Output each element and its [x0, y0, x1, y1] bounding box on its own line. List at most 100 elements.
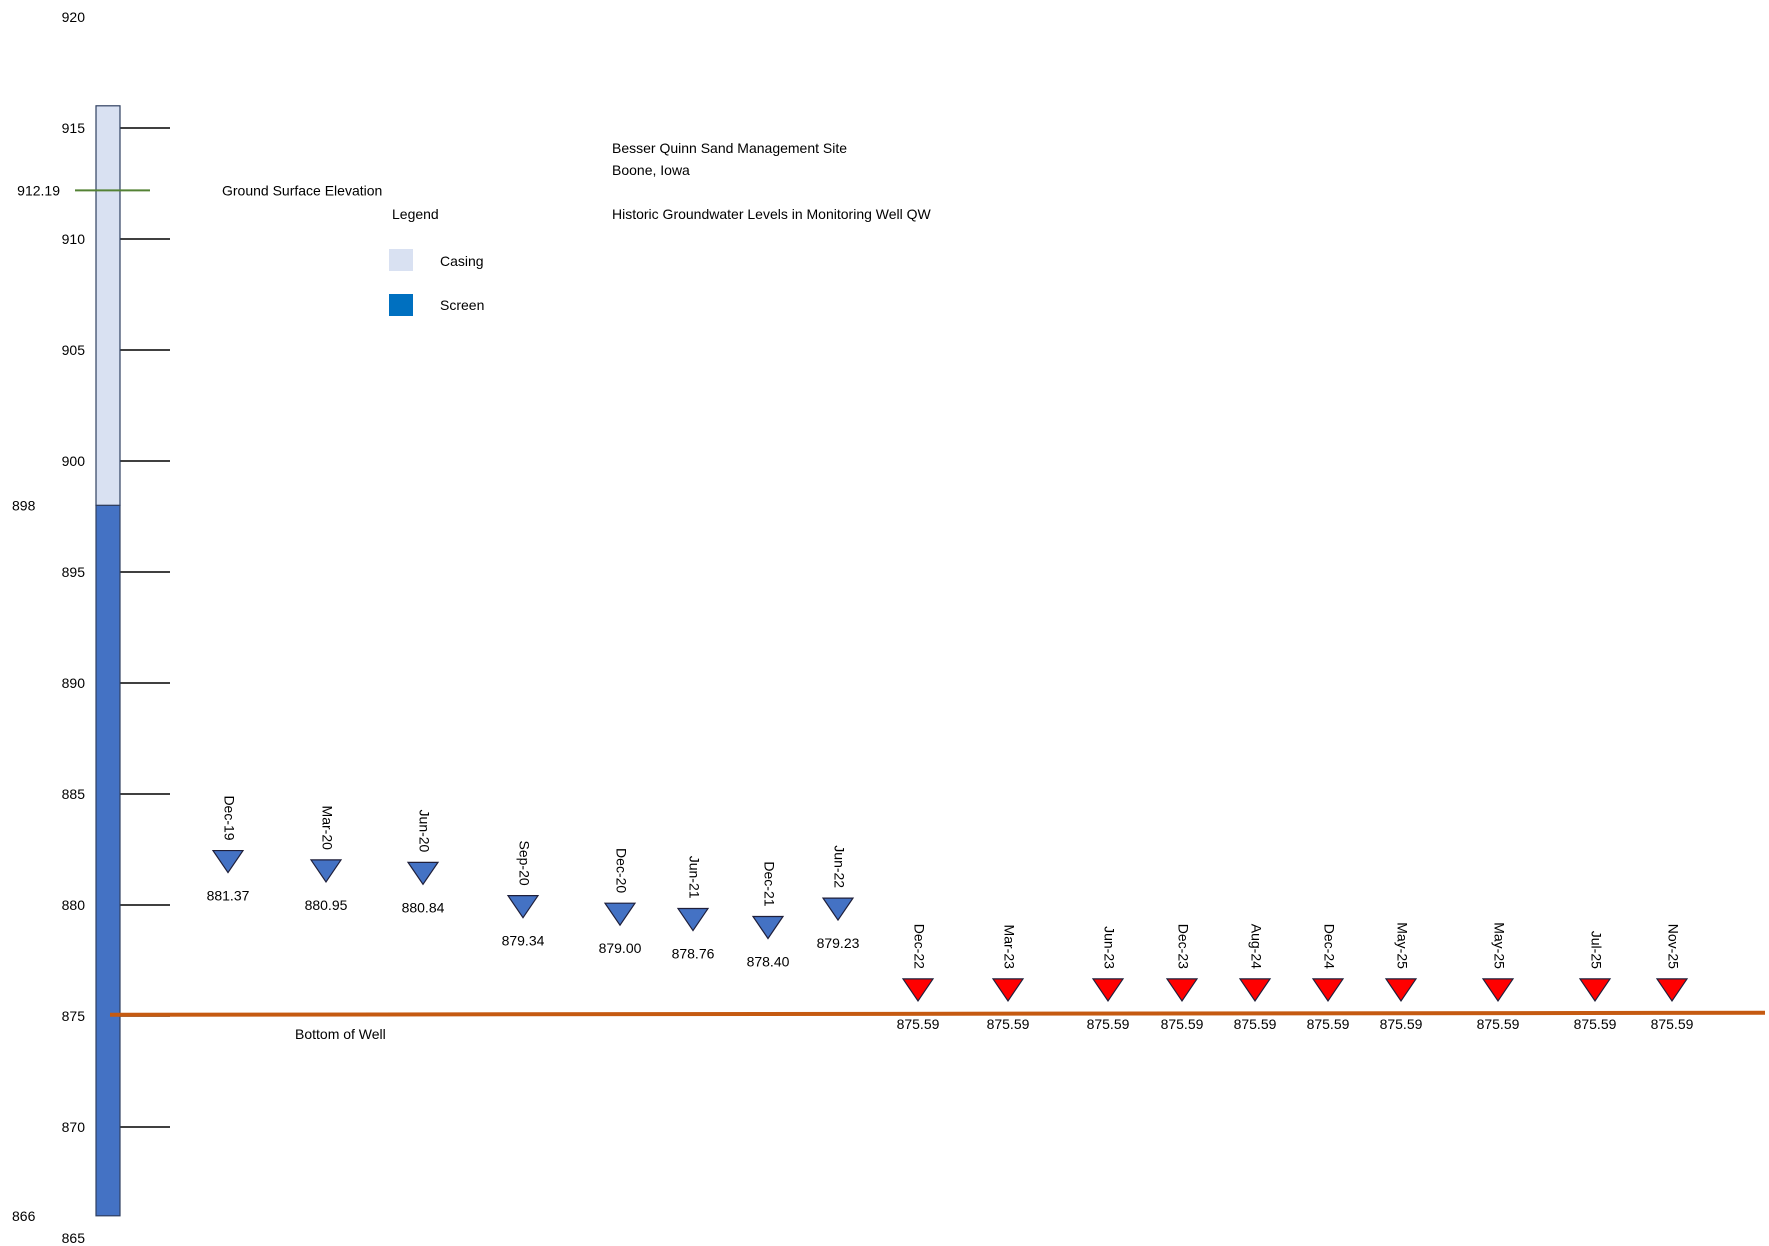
water-level-marker: Nov-25 875.59 [1651, 924, 1694, 1032]
inverted-triangle-icon [751, 915, 785, 940]
screen-top-elevation-label: 898 [12, 497, 36, 513]
elevation-tick-label: 885 [62, 786, 86, 802]
bottom-of-well-line [109, 1010, 1766, 1017]
legend-label-screen: Screen [440, 297, 484, 313]
water-level-marker: Jun-23 875.59 [1087, 926, 1130, 1032]
measurement-date-label: May-25 [1491, 922, 1507, 969]
measurement-date-label: Jun-22 [831, 845, 847, 888]
elevation-tick-label: 890 [62, 675, 86, 691]
measurement-date-label: Jul-25 [1588, 931, 1604, 969]
legend: Legend Casing Screen [389, 206, 484, 316]
water-level-value-label: 878.76 [672, 946, 715, 962]
inverted-triangle-icon [1311, 978, 1345, 1002]
legend-label-casing: Casing [440, 253, 484, 269]
water-level-value-label: 875.59 [1234, 1016, 1277, 1032]
elevation-tick-label: 915 [62, 120, 86, 136]
elevation-tick-label: 865 [62, 1230, 86, 1246]
inverted-triangle-icon [1578, 978, 1612, 1002]
elevation-tick-label: 910 [62, 231, 86, 247]
elevation-tick-label: 920 [62, 9, 86, 25]
measurement-date-label: Dec-20 [613, 848, 629, 893]
water-level-marker: Jun-20 880.84 [402, 810, 445, 916]
inverted-triangle-icon [901, 978, 935, 1002]
water-level-value-label: 879.34 [502, 933, 545, 949]
water-level-marker: Sep-20 879.34 [502, 840, 545, 948]
inverted-triangle-icon [991, 978, 1025, 1002]
elevation-tick-label: 880 [62, 897, 86, 913]
elevation-tick-marks [120, 127, 170, 1128]
measurement-date-label: Jun-21 [686, 856, 702, 899]
site-location: Boone, Iowa [612, 162, 690, 178]
measurement-date-label: Mar-20 [319, 806, 335, 851]
legend-swatch-casing [389, 249, 413, 271]
water-level-value-label: 875.59 [1161, 1016, 1204, 1032]
elevation-tick-label: 895 [62, 564, 86, 580]
measurement-date-label: Dec-23 [1175, 924, 1191, 969]
water-level-value-label: 875.59 [1574, 1016, 1617, 1032]
elevation-axis-labels: 920 915 910 905 900 895 890 885 880 875 870 865 [62, 9, 86, 1246]
water-level-marker: Dec-24 875.59 [1307, 924, 1350, 1032]
elevation-tick-label: 905 [62, 342, 86, 358]
elevation-tick-label: 870 [62, 1119, 86, 1135]
water-level-value-label: 879.23 [817, 935, 860, 951]
water-level-value-label: 875.59 [987, 1016, 1030, 1032]
water-level-value-label: 875.59 [1307, 1016, 1350, 1032]
inverted-triangle-icon [676, 907, 710, 932]
inverted-triangle-icon [211, 849, 245, 874]
measurement-date-label: Nov-25 [1665, 924, 1681, 969]
inverted-triangle-icon [1655, 978, 1689, 1002]
water-level-marker: Dec-20 879.00 [599, 848, 642, 956]
water-level-value-label: 875.59 [897, 1016, 940, 1032]
legend-swatch-screen [389, 294, 413, 316]
water-level-marker: Aug-24 875.59 [1234, 924, 1277, 1032]
water-level-value-label: 878.40 [747, 954, 790, 970]
measurement-date-label: Aug-24 [1248, 924, 1264, 969]
inverted-triangle-icon [821, 897, 855, 922]
water-level-marker: May-25 875.59 [1380, 922, 1423, 1032]
water-level-value-label: 881.37 [207, 888, 250, 904]
water-level-marker: Mar-23 875.59 [987, 925, 1030, 1032]
water-level-marker: Dec-22 875.59 [897, 924, 940, 1032]
well-bottom-elevation-label: 866 [12, 1208, 36, 1224]
ground-surface-elevation-value: 912.19 [17, 182, 60, 198]
elevation-tick-label: 875 [62, 1008, 86, 1024]
inverted-triangle-icon [1384, 978, 1418, 1002]
measurement-date-label: May-25 [1394, 922, 1410, 969]
water-level-marker: Jul-25 875.59 [1574, 931, 1617, 1032]
water-level-marker: May-25 875.59 [1477, 922, 1520, 1032]
measurement-date-label: Dec-22 [911, 924, 927, 969]
inverted-triangle-icon [603, 902, 637, 927]
measurement-date-label: Dec-21 [761, 861, 777, 906]
water-level-value-label: 875.59 [1477, 1016, 1520, 1032]
inverted-triangle-icon [309, 859, 343, 883]
ground-surface-label: Ground Surface Elevation [222, 182, 382, 198]
measurement-date-label: Jun-23 [1101, 926, 1117, 969]
measurement-date-label: Mar-23 [1001, 925, 1017, 970]
water-level-markers: Dec-19 881.37 Mar-20 880.95 Jun-20 880.84 Sep-… [207, 795, 1694, 1031]
well-screen [95, 504, 121, 1217]
water-level-marker: Dec-23 875.59 [1161, 924, 1204, 1032]
measurement-date-label: Dec-19 [221, 795, 237, 840]
water-level-marker: Dec-19 881.37 [207, 795, 250, 903]
water-level-value-label: 875.59 [1087, 1016, 1130, 1032]
elevation-tick-label: 900 [62, 453, 86, 469]
water-level-value-label: 879.00 [599, 940, 642, 956]
legend-title: Legend [392, 206, 439, 222]
inverted-triangle-icon [506, 895, 540, 919]
water-level-marker: Jun-21 878.76 [672, 856, 715, 962]
well-casing [95, 105, 121, 507]
chart-title: Historic Groundwater Levels in Monitorin… [612, 206, 932, 222]
inverted-triangle-icon [1091, 978, 1125, 1002]
measurement-date-label: Jun-20 [416, 810, 432, 853]
inverted-triangle-icon [1481, 978, 1515, 1002]
measurement-date-label: Dec-24 [1321, 924, 1337, 969]
inverted-triangle-icon [1238, 978, 1272, 1002]
measurement-date-label: Sep-20 [516, 840, 532, 885]
water-level-marker: Jun-22 879.23 [817, 845, 860, 951]
water-level-value-label: 875.59 [1651, 1016, 1694, 1032]
bottom-of-well-label: Bottom of Well [295, 1026, 386, 1042]
water-level-value-label: 875.59 [1380, 1016, 1423, 1032]
site-name: Besser Quinn Sand Management Site [612, 140, 847, 156]
water-level-value-label: 880.84 [402, 899, 445, 915]
